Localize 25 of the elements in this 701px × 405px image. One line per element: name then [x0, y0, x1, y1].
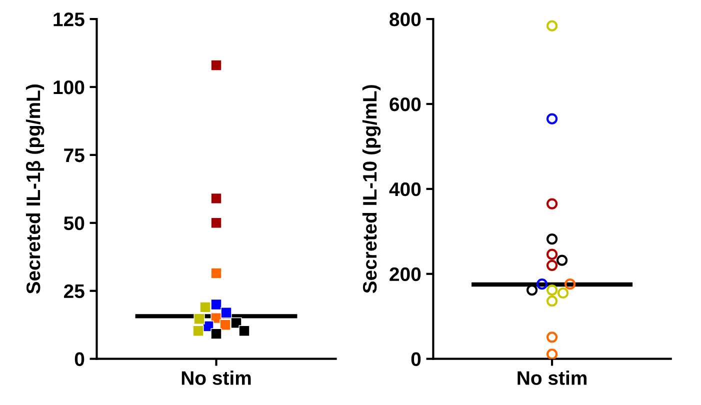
point	[546, 348, 558, 359]
point	[546, 248, 558, 260]
x-tick-label: No stim	[518, 370, 586, 385]
y-tick-label: 200	[390, 267, 421, 282]
point	[546, 284, 558, 296]
y-tick-label: 800	[390, 12, 421, 26]
y-tick-label: 400	[389, 182, 421, 196]
y-tick-label: 0	[411, 352, 421, 366]
y-axis-title: Secreted IL-10 (pg/mL)	[362, 85, 381, 294]
point	[546, 113, 558, 124]
y-tick-label: 125	[54, 12, 84, 26]
y-tick-label: 600	[390, 97, 421, 112]
y-tick-label: 75	[64, 148, 84, 162]
point	[546, 233, 558, 245]
point	[546, 260, 558, 271]
y-tick-label: 25	[64, 284, 84, 298]
point	[546, 332, 558, 343]
point	[546, 296, 558, 307]
y-tick-label: 50	[64, 216, 84, 230]
y-tick-label: 100	[54, 80, 84, 94]
point	[546, 20, 558, 32]
point	[546, 198, 558, 210]
y-axis-title: Secreted IL-1β (pg/mL)	[26, 84, 44, 294]
x-tick-label: No stim	[182, 370, 251, 385]
y-tick-label: 0	[74, 352, 84, 366]
